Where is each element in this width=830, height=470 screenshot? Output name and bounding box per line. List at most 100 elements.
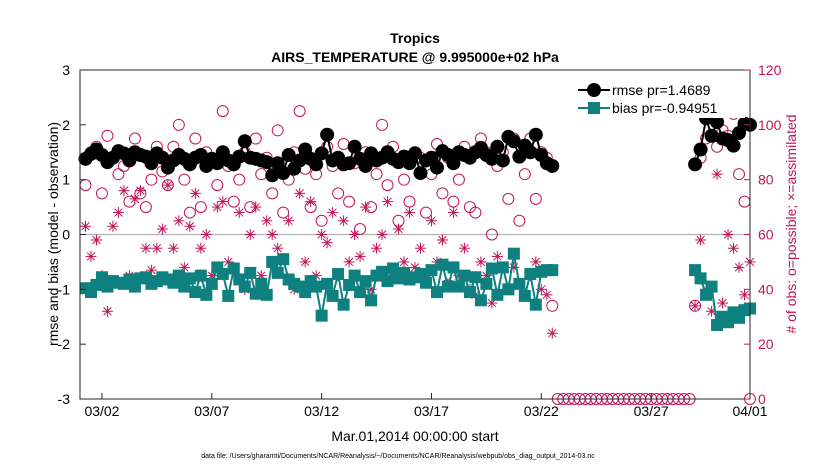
bias-point <box>95 271 108 284</box>
bias-point <box>337 298 350 311</box>
bias-point <box>513 277 526 290</box>
bias-point <box>419 276 432 289</box>
x-tick-label: 03/22 <box>524 403 559 419</box>
assimilated-point-stroke <box>235 208 244 217</box>
possible-point <box>277 206 290 219</box>
bias-point <box>326 289 339 302</box>
possible-point <box>398 173 411 186</box>
y-tick-label: 3 <box>62 62 70 78</box>
assimilated-point-stroke <box>119 186 129 195</box>
y-right-tick-label: 0 <box>758 391 766 407</box>
assimilated-point-stroke <box>141 243 151 253</box>
assimilated-point <box>321 237 333 249</box>
assimilated-point-stroke <box>416 243 425 253</box>
bias-point <box>255 277 268 290</box>
possible-point <box>216 105 229 118</box>
assimilated-point-stroke <box>81 222 90 231</box>
bias-point <box>524 267 537 280</box>
bias-point <box>447 261 460 274</box>
possible-point <box>469 206 482 219</box>
rmse-point <box>429 160 444 175</box>
assimilated-point-stroke <box>218 197 228 206</box>
assimilated-point-stroke <box>410 263 420 272</box>
assimilated-point-stroke <box>405 208 414 217</box>
assimilated-point-stroke <box>548 328 557 338</box>
possible-point <box>315 214 328 227</box>
assimilated-point <box>414 242 426 254</box>
assimilated-point-stroke <box>734 263 744 272</box>
assimilated-point-stroke <box>690 301 700 311</box>
x-tick-label: 03/02 <box>84 403 119 419</box>
assimilated-point-stroke <box>295 189 304 198</box>
assimilated-point <box>722 229 734 240</box>
assimilated-point-stroke <box>284 216 293 226</box>
possible-point <box>365 201 378 214</box>
rmse-point <box>281 147 296 162</box>
assimilated-point <box>167 242 179 254</box>
bias-point <box>359 275 372 288</box>
possible-point <box>194 201 207 214</box>
assimilated-point-stroke <box>493 252 502 261</box>
y-axis-right-ticks: 0 20 40 60 80 100 120 <box>744 62 782 407</box>
assimilated-point <box>107 220 119 232</box>
assimilated-point <box>112 207 124 219</box>
assimilated-point <box>233 207 245 219</box>
assimilated-point <box>195 242 207 254</box>
assimilated-point-stroke <box>202 230 211 239</box>
bias-point <box>365 294 378 307</box>
rmse-point <box>693 142 708 157</box>
bias-series <box>79 247 756 331</box>
possible-point <box>123 195 136 208</box>
possible-point <box>172 118 185 131</box>
rmse-point <box>484 151 499 166</box>
bias-point <box>299 286 312 299</box>
assimilated-point <box>272 242 284 254</box>
assimilated-point <box>200 229 212 240</box>
bias-point <box>387 262 400 275</box>
bias-point <box>271 266 284 279</box>
possible-point <box>189 132 202 145</box>
assimilated-point-stroke <box>317 230 326 239</box>
bias-point <box>430 286 443 299</box>
assimilated-point <box>101 305 113 317</box>
rmse-point <box>292 153 307 168</box>
assimilated-point <box>530 256 542 268</box>
possible-point <box>436 187 449 200</box>
bias-point <box>172 269 185 282</box>
bias-point <box>469 271 482 284</box>
y-tick-label: 0 <box>62 227 70 243</box>
rmse-point <box>276 166 291 181</box>
bias-point <box>546 264 559 277</box>
assimilated-point-stroke <box>740 290 749 300</box>
assimilated-point <box>266 229 278 240</box>
possible-point <box>343 195 356 208</box>
assimilated-point-stroke <box>114 208 123 217</box>
possible-point <box>513 214 526 227</box>
y-right-tick-label: 120 <box>758 62 782 78</box>
assimilated-point-stroke <box>262 216 271 226</box>
possible-point <box>101 129 114 142</box>
assimilated-point <box>382 196 394 208</box>
assimilated-point-stroke <box>344 257 354 267</box>
assimilated-point-stroke <box>542 290 552 300</box>
possible-point <box>485 228 498 241</box>
assimilated-point <box>376 229 388 240</box>
assimilated-point <box>283 215 295 227</box>
rmse-point <box>710 115 725 130</box>
possible-point <box>211 179 224 192</box>
assimilated-point <box>717 297 729 309</box>
bias-point <box>491 288 504 301</box>
rmse-point <box>347 139 362 154</box>
rmse-point <box>342 156 357 171</box>
assimilated-point <box>546 327 558 339</box>
possible-point <box>139 201 152 214</box>
x-tick-label: 04/01 <box>732 403 767 419</box>
rmse-point <box>704 128 719 143</box>
possible-point <box>733 168 746 181</box>
rmse-point <box>726 138 741 153</box>
bias-point <box>315 309 328 322</box>
possible-point <box>452 173 465 186</box>
possible-point <box>419 206 432 219</box>
assimilated-point-stroke <box>729 243 738 253</box>
